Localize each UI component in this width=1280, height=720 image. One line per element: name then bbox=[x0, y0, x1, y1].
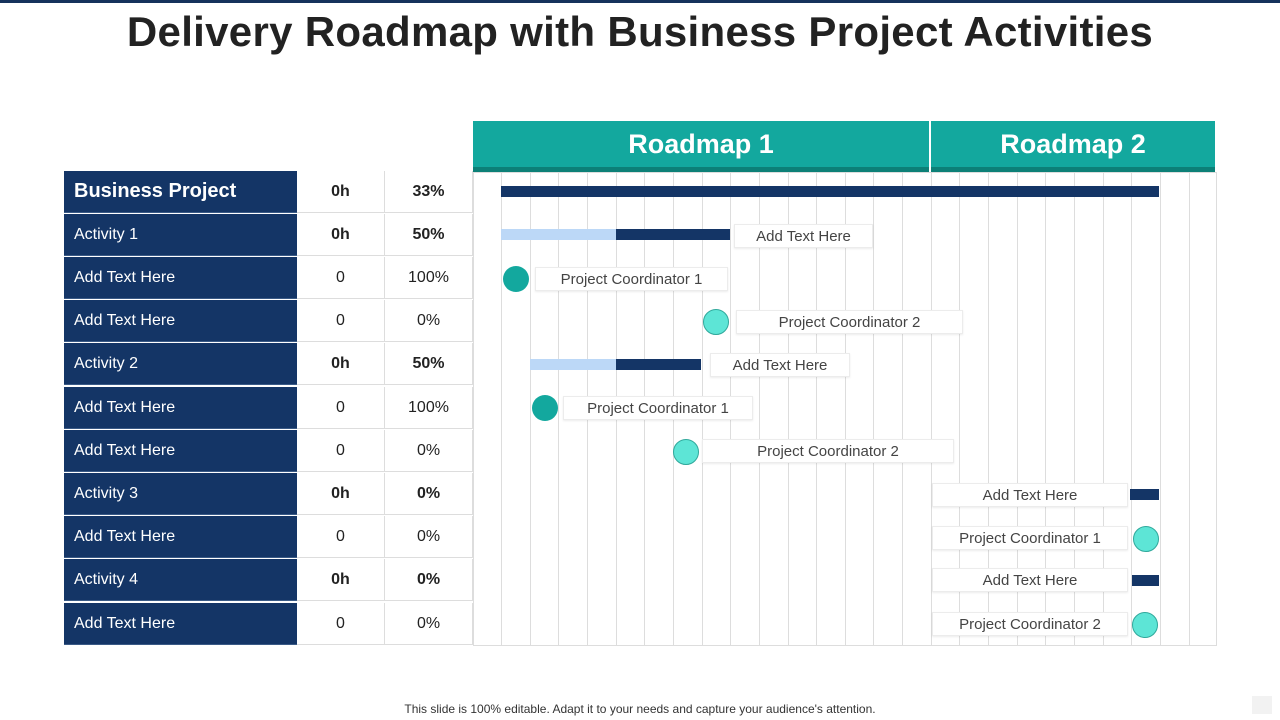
row-hours: 0 bbox=[297, 300, 385, 342]
header-percent: 33% bbox=[385, 171, 473, 213]
roadmap-2-header: Roadmap 2 bbox=[931, 121, 1215, 172]
gantt-label: Project Coordinator 2 bbox=[736, 310, 963, 334]
row-name: Add Text Here bbox=[64, 257, 297, 299]
gantt-label: Add Text Here bbox=[710, 353, 850, 377]
gantt-label: Project Coordinator 1 bbox=[535, 267, 728, 291]
table-row: Activity 4 0h 0% bbox=[64, 559, 473, 602]
gantt-gridline bbox=[873, 172, 874, 646]
table-row: Activity 3 0h 0% bbox=[64, 473, 473, 516]
row-hours: 0 bbox=[297, 257, 385, 299]
row-hours: 0h bbox=[297, 343, 385, 385]
row-hours: 0h bbox=[297, 214, 385, 256]
row-hours: 0 bbox=[297, 387, 385, 429]
gantt-gridline bbox=[902, 172, 903, 646]
top-accent-line bbox=[0, 0, 1280, 3]
table-row: Add Text Here 0 0% bbox=[64, 300, 473, 343]
row-name: Add Text Here bbox=[64, 516, 297, 558]
gantt-gridline bbox=[959, 172, 960, 646]
gantt-label: Project Coordinator 2 bbox=[702, 439, 954, 463]
activity-4-bar bbox=[1132, 575, 1159, 586]
milestone-dot bbox=[503, 266, 529, 292]
gantt-gridline bbox=[788, 172, 789, 646]
project-bar bbox=[501, 186, 1159, 197]
slide-title: Delivery Roadmap with Business Project A… bbox=[126, 8, 1154, 55]
row-name: Add Text Here bbox=[64, 603, 297, 645]
gantt-label: Project Coordinator 1 bbox=[563, 396, 753, 420]
table-header-row: Business Project 0h 33% bbox=[64, 171, 473, 214]
row-percent: 0% bbox=[385, 559, 473, 601]
activity-1-bar-complete bbox=[501, 229, 616, 240]
row-percent: 0% bbox=[385, 430, 473, 472]
gantt-gridline bbox=[1160, 172, 1161, 646]
row-name: Add Text Here bbox=[64, 300, 297, 342]
row-name: Add Text Here bbox=[64, 430, 297, 472]
milestone-dot bbox=[673, 439, 699, 465]
row-hours: 0 bbox=[297, 516, 385, 558]
table-row: Add Text Here 0 0% bbox=[64, 430, 473, 473]
row-percent: 100% bbox=[385, 387, 473, 429]
table-row: Add Text Here 0 0% bbox=[64, 516, 473, 559]
row-name: Activity 3 bbox=[64, 473, 297, 515]
row-percent: 0% bbox=[385, 603, 473, 645]
gantt-gridline bbox=[816, 172, 817, 646]
roadmap-1-header: Roadmap 1 bbox=[473, 121, 929, 172]
gantt-gridline bbox=[1189, 172, 1190, 646]
gantt-gridline bbox=[1017, 172, 1018, 646]
row-percent: 50% bbox=[385, 214, 473, 256]
row-name: Activity 2 bbox=[64, 343, 297, 385]
gantt-gridline bbox=[558, 172, 559, 646]
row-name: Activity 1 bbox=[64, 214, 297, 256]
milestone-dot bbox=[703, 309, 729, 335]
gantt-label: Add Text Here bbox=[932, 568, 1128, 592]
gantt-gridline bbox=[1131, 172, 1132, 646]
slide-corner-box bbox=[1252, 696, 1272, 714]
milestone-dot bbox=[1132, 612, 1158, 638]
gantt-gridline bbox=[501, 172, 502, 646]
gantt-gridline bbox=[1103, 172, 1104, 646]
table-row: Add Text Here 0 0% bbox=[64, 603, 473, 646]
row-percent: 0% bbox=[385, 473, 473, 515]
activity-2-bar-complete bbox=[530, 359, 616, 370]
gantt-label: Project Coordinator 1 bbox=[932, 526, 1128, 550]
row-hours: 0 bbox=[297, 603, 385, 645]
milestone-dot bbox=[532, 395, 558, 421]
gantt-label: Add Text Here bbox=[734, 224, 873, 248]
gantt-gridline bbox=[845, 172, 846, 646]
row-percent: 0% bbox=[385, 516, 473, 558]
footer-note: This slide is 100% editable. Adapt it to… bbox=[404, 702, 876, 716]
row-hours: 0 bbox=[297, 430, 385, 472]
row-percent: 0% bbox=[385, 300, 473, 342]
row-percent: 100% bbox=[385, 257, 473, 299]
table-row: Activity 2 0h 50% bbox=[64, 343, 473, 386]
activity-1-bar-remaining bbox=[616, 229, 730, 240]
gantt-gridline bbox=[1045, 172, 1046, 646]
gantt-label: Project Coordinator 2 bbox=[932, 612, 1128, 636]
activity-3-bar bbox=[1130, 489, 1159, 500]
header-project-name: Business Project bbox=[64, 171, 297, 213]
activity-2-bar-remaining bbox=[616, 359, 701, 370]
row-hours: 0h bbox=[297, 473, 385, 515]
gantt-gridline bbox=[1074, 172, 1075, 646]
row-hours: 0h bbox=[297, 559, 385, 601]
gantt-gridline bbox=[759, 172, 760, 646]
row-name: Activity 4 bbox=[64, 559, 297, 601]
table-row: Add Text Here 0 100% bbox=[64, 387, 473, 430]
row-percent: 50% bbox=[385, 343, 473, 385]
milestone-dot bbox=[1133, 526, 1159, 552]
table-row: Add Text Here 0 100% bbox=[64, 257, 473, 300]
gantt-label: Add Text Here bbox=[932, 483, 1128, 507]
row-name: Add Text Here bbox=[64, 387, 297, 429]
table-row: Activity 1 0h 50% bbox=[64, 214, 473, 257]
gantt-gridline bbox=[988, 172, 989, 646]
gantt-gridline bbox=[931, 172, 932, 646]
gantt-gridline bbox=[530, 172, 531, 646]
header-hours: 0h bbox=[297, 171, 385, 213]
